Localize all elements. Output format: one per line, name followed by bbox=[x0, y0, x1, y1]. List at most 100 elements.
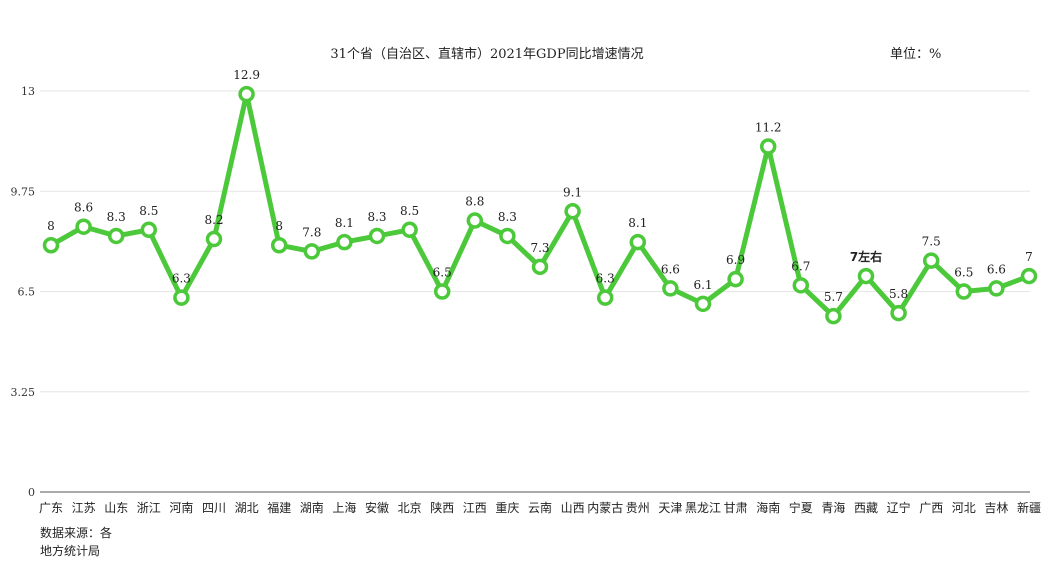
x-tick-label: 海南 bbox=[756, 500, 780, 515]
data-label: 8.1 bbox=[335, 216, 354, 230]
data-label: 6.1 bbox=[693, 278, 712, 292]
y-tick-label: 0 bbox=[28, 486, 35, 499]
gridlines bbox=[40, 90, 1030, 393]
data-label: 7 bbox=[1025, 250, 1033, 264]
x-tick-label: 浙江 bbox=[137, 501, 161, 515]
data-label: 6.5 bbox=[954, 266, 973, 280]
data-label: 6.6 bbox=[661, 262, 680, 276]
data-point bbox=[857, 267, 875, 285]
x-tick-label: 贵州 bbox=[626, 501, 650, 515]
data-label: 8.6 bbox=[74, 201, 93, 215]
data-point bbox=[466, 212, 484, 229]
x-tick-label: 上海 bbox=[332, 500, 356, 515]
data-point bbox=[825, 307, 842, 325]
data-label: 8.2 bbox=[204, 213, 223, 227]
data-point bbox=[988, 280, 1005, 297]
x-tick-label: 宁夏 bbox=[789, 500, 813, 515]
data-label: 8 bbox=[275, 219, 283, 233]
data-label: 8 bbox=[47, 219, 55, 233]
x-tick-label: 内蒙古 bbox=[587, 500, 623, 515]
data-point bbox=[759, 138, 777, 155]
x-tick-label: 黑龙江 bbox=[685, 501, 721, 515]
source-line-1: 数据来源：各 bbox=[40, 526, 113, 540]
data-point bbox=[1020, 267, 1038, 285]
data-point bbox=[401, 221, 418, 239]
data-point bbox=[270, 236, 288, 254]
data-point bbox=[922, 252, 940, 269]
source-note: 数据来源：各 地方统计局 bbox=[40, 524, 112, 560]
data-label: 6.6 bbox=[987, 262, 1006, 276]
data-label: 6.3 bbox=[596, 272, 615, 286]
x-tick-label: 湖北 bbox=[235, 500, 259, 515]
data-label: 5.7 bbox=[824, 290, 843, 304]
data-label: 8.1 bbox=[628, 216, 647, 230]
x-tick-label: 湖南 bbox=[300, 500, 324, 515]
y-tick-label: 6.5 bbox=[18, 286, 36, 299]
x-tick-label: 甘肃 bbox=[724, 501, 748, 515]
x-tick-label: 西藏 bbox=[854, 501, 878, 515]
data-label: 5.8 bbox=[889, 287, 908, 301]
y-tick-label: 13 bbox=[21, 85, 35, 98]
data-point bbox=[499, 227, 516, 245]
data-label: 6.7 bbox=[791, 259, 810, 273]
x-tick-label: 福建 bbox=[267, 500, 291, 515]
x-tick-label: 新疆 bbox=[1017, 500, 1041, 515]
data-points bbox=[42, 85, 1038, 325]
data-label: 7.8 bbox=[302, 225, 321, 239]
data-point bbox=[336, 233, 353, 251]
data-point bbox=[531, 258, 549, 276]
x-tick-label: 安徽 bbox=[365, 500, 389, 515]
data-label: 8.3 bbox=[107, 210, 126, 224]
data-label: 6.5 bbox=[433, 266, 452, 280]
data-label: 6.3 bbox=[172, 272, 191, 286]
x-axis: 广东 江苏 山东 浙江 河南 四川 湖北 福建 湖南 上海 安徽 北京 陕西 江西 重庆 云南 山西 内蒙古 贵州天… bbox=[39, 500, 1041, 515]
chart-title: 31个省（自治区、直辖市）2021年GDP同比增速情况 bbox=[330, 46, 643, 62]
x-tick-label: 天津 bbox=[658, 501, 682, 515]
x-tick-label: 江西 bbox=[463, 501, 487, 515]
data-label: 7.5 bbox=[922, 235, 941, 249]
x-tick-label: 北京 bbox=[398, 501, 422, 515]
series-line bbox=[49, 91, 1030, 319]
data-label: 6.9 bbox=[726, 253, 745, 267]
data-point bbox=[890, 304, 907, 322]
data-label: 7.3 bbox=[530, 241, 549, 255]
data-label: 8.3 bbox=[498, 210, 517, 224]
data-point bbox=[368, 227, 386, 245]
data-point bbox=[42, 236, 60, 254]
data-point bbox=[75, 218, 92, 235]
data-point bbox=[433, 283, 451, 300]
data-point bbox=[596, 289, 614, 306]
data-point bbox=[303, 243, 321, 260]
data-label: 11.2 bbox=[755, 121, 782, 135]
data-point bbox=[238, 85, 255, 103]
y-tick-label: 9.75 bbox=[11, 185, 36, 198]
data-label: 12.9 bbox=[233, 68, 260, 82]
data-point bbox=[107, 227, 125, 245]
y-tick-label: 3.25 bbox=[11, 386, 36, 399]
data-point bbox=[564, 203, 581, 220]
data-point bbox=[205, 230, 223, 248]
x-tick-label: 辽宁 bbox=[887, 500, 911, 515]
data-point bbox=[140, 221, 158, 239]
data-point bbox=[955, 283, 973, 300]
data-point bbox=[694, 295, 712, 313]
x-tick-label: 河北 bbox=[952, 501, 976, 515]
x-tick-label: 陕西 bbox=[430, 500, 454, 515]
data-point bbox=[662, 280, 679, 297]
x-tick-label: 四川 bbox=[202, 501, 226, 515]
x-tick-label: 青海 bbox=[821, 500, 845, 515]
x-tick-label: 广西 bbox=[919, 501, 943, 515]
data-point bbox=[727, 270, 744, 288]
x-tick-label: 山西 bbox=[561, 501, 585, 515]
x-tick-label: 云南 bbox=[528, 500, 552, 515]
data-label: 8.5 bbox=[139, 204, 158, 218]
data-label: 8.8 bbox=[465, 195, 484, 209]
data-label: 9.1 bbox=[563, 185, 582, 199]
data-point bbox=[629, 233, 647, 251]
source-line-2: 地方统计局 bbox=[40, 544, 101, 558]
x-tick-label: 重庆 bbox=[495, 501, 519, 515]
data-point bbox=[173, 289, 190, 306]
data-label: 7左右 bbox=[850, 249, 882, 264]
data-label: 8.5 bbox=[400, 204, 419, 218]
